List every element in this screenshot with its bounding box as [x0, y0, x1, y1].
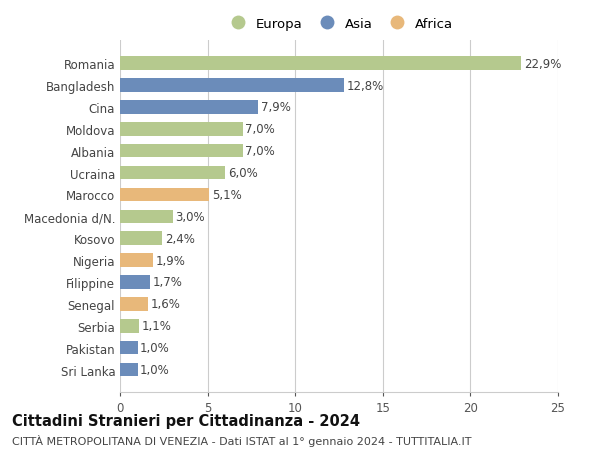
Bar: [120, 145, 242, 158]
Bar: [120, 254, 153, 267]
Legend: Europa, Asia, Africa: Europa, Asia, Africa: [219, 13, 459, 36]
Text: 7,0%: 7,0%: [245, 123, 275, 136]
Text: CITTÀ METROPOLITANA DI VENEZIA - Dati ISTAT al 1° gennaio 2024 - TUTTITALIA.IT: CITTÀ METROPOLITANA DI VENEZIA - Dati IS…: [12, 434, 472, 446]
Bar: [120, 167, 225, 180]
Text: 5,1%: 5,1%: [212, 189, 242, 202]
Bar: [120, 363, 137, 376]
Text: 1,6%: 1,6%: [151, 298, 181, 311]
Bar: [120, 188, 209, 202]
Bar: [120, 210, 173, 224]
Text: 1,7%: 1,7%: [152, 276, 182, 289]
Text: 3,0%: 3,0%: [175, 210, 205, 224]
Bar: [120, 341, 137, 355]
Text: Cittadini Stranieri per Cittadinanza - 2024: Cittadini Stranieri per Cittadinanza - 2…: [12, 413, 360, 428]
Bar: [120, 101, 259, 114]
Text: 12,8%: 12,8%: [347, 79, 384, 92]
Bar: [120, 79, 344, 93]
Bar: [120, 123, 242, 136]
Bar: [120, 275, 150, 289]
Bar: [120, 57, 521, 71]
Bar: [120, 319, 139, 333]
Text: 1,1%: 1,1%: [142, 319, 172, 332]
Text: 7,0%: 7,0%: [245, 145, 275, 158]
Bar: [120, 297, 148, 311]
Text: 22,9%: 22,9%: [524, 57, 561, 71]
Text: 1,9%: 1,9%: [156, 254, 186, 267]
Text: 2,4%: 2,4%: [164, 232, 194, 245]
Text: 1,0%: 1,0%: [140, 341, 170, 354]
Text: 6,0%: 6,0%: [228, 167, 257, 179]
Text: 7,9%: 7,9%: [261, 101, 291, 114]
Text: 1,0%: 1,0%: [140, 363, 170, 376]
Bar: [120, 232, 162, 246]
